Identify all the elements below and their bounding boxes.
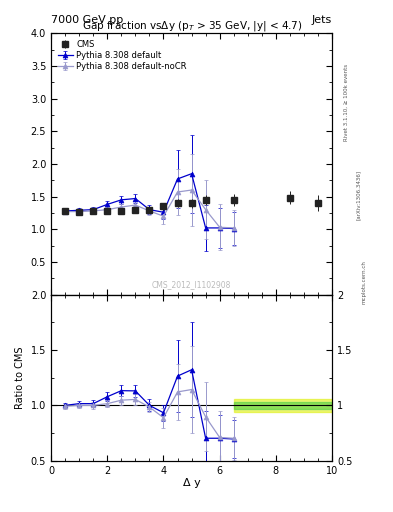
Y-axis label: Ratio to CMS: Ratio to CMS [15,347,25,409]
Legend: CMS, Pythia 8.308 default, Pythia 8.308 default-noCR: CMS, Pythia 8.308 default, Pythia 8.308 … [55,37,189,74]
Title: Gap fraction vs$\Delta$y (p$_T$ > 35 GeV, |y| < 4.7): Gap fraction vs$\Delta$y (p$_T$ > 35 GeV… [81,19,302,33]
Text: CMS_2012_I1102908: CMS_2012_I1102908 [152,280,231,289]
Text: [arXiv:1306.3436]: [arXiv:1306.3436] [356,169,361,220]
Text: Rivet 3.1.10, ≥ 100k events: Rivet 3.1.10, ≥ 100k events [344,64,349,141]
Text: Jets: Jets [312,14,332,25]
X-axis label: Δ y: Δ y [183,478,200,488]
Text: mcplots.cern.ch: mcplots.cern.ch [362,260,367,304]
Bar [234,399,332,412]
Bar [234,401,332,409]
Text: 7000 GeV pp: 7000 GeV pp [51,14,123,25]
